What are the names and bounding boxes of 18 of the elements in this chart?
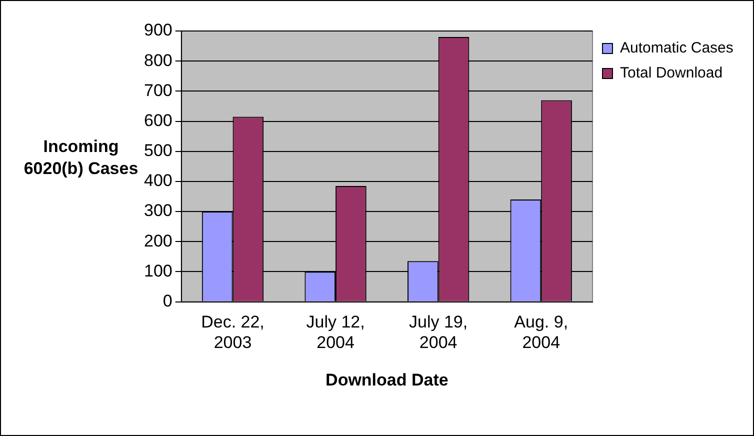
y-tick-label: 100 [144, 261, 172, 280]
y-tick-label: 500 [144, 141, 172, 160]
y-tick-label: 800 [144, 50, 172, 70]
y-tick-label: 300 [144, 201, 172, 220]
y-tick-label: 600 [144, 110, 172, 130]
y-tick-label: 0 [162, 291, 172, 310]
y-tick-label: 700 [144, 80, 172, 100]
legend-label: Automatic Cases [620, 40, 734, 57]
x-tick-label: Aug. 9, 2004 [514, 312, 568, 352]
y-axis-title: Incoming 6020(b) Cases [22, 136, 140, 180]
y-tick-label: 400 [144, 171, 172, 190]
x-tick-label: July 12, 2004 [306, 312, 365, 352]
x-tick-label: July 19, 2004 [409, 312, 468, 352]
x-tick-label: Dec. 22, 2003 [201, 312, 264, 352]
y-tick-label: 200 [144, 231, 172, 250]
y-tick-label: 900 [144, 20, 172, 40]
x-axis-title: Download Date [326, 370, 448, 390]
legend-label: Total Download [620, 64, 723, 82]
